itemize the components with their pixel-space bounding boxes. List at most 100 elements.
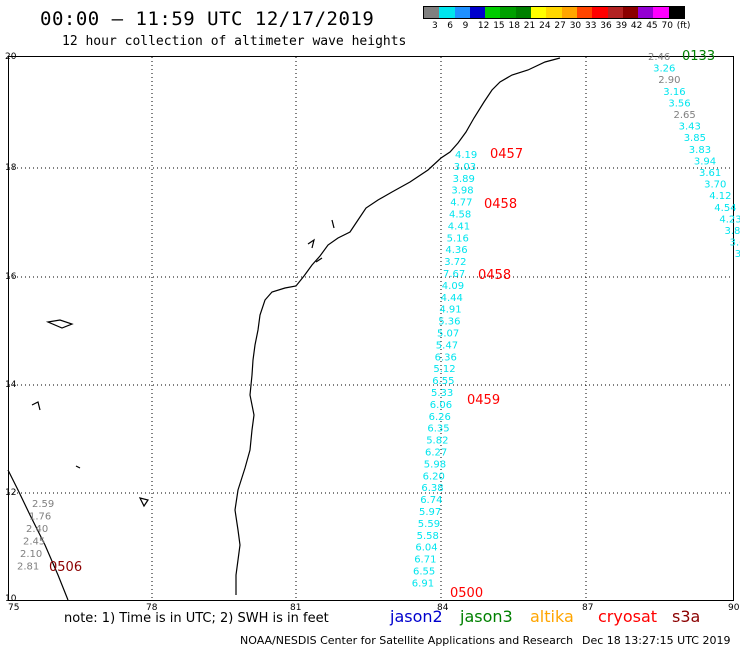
map-frame: [8, 56, 734, 601]
swh-reading: 5.36: [438, 317, 460, 328]
lon-tick-label: 78: [146, 603, 158, 613]
swh-reading: 6.91: [412, 578, 434, 589]
island-1: [45, 319, 74, 329]
legend-swatch: [653, 7, 669, 18]
lon-tick-label: 90: [728, 603, 740, 613]
legend-label: 12: [477, 21, 490, 31]
pass-time-label: 0457: [490, 147, 523, 162]
map-title: 00:00 – 11:59 UTC 12/17/2019: [40, 8, 375, 30]
legend-swatch: [561, 7, 577, 18]
lat-tick-label: 12: [5, 488, 17, 498]
grid-lines: [9, 57, 733, 600]
swh-reading: 6.71: [414, 555, 436, 566]
legend-label: 24: [539, 21, 551, 31]
swh-reading: 5.33: [431, 388, 453, 399]
swh-reading: 5.16: [447, 233, 469, 244]
legend-label: 39: [615, 21, 628, 31]
swh-reading: 4.41: [448, 221, 470, 232]
swh-reading: 4.12: [709, 191, 731, 202]
legend-label: (ft): [676, 21, 691, 31]
swh-reading: 3.98: [451, 186, 473, 197]
legend-swatch: [607, 7, 623, 18]
swh-reading: 3.94: [694, 156, 716, 167]
swh-reading: 2.90: [658, 75, 680, 86]
swh-reading: 4.19: [455, 150, 477, 161]
swh-reading: 4.58: [449, 210, 471, 221]
swh-reading: 6.35: [427, 424, 449, 435]
swh-reading: 4.44: [441, 293, 463, 304]
legend-swatch: [668, 7, 685, 18]
legend-label: 30: [569, 21, 582, 31]
legend-label: 15: [493, 21, 505, 31]
swh-reading: 4.91: [439, 305, 461, 316]
swh-reading: 6.55: [413, 567, 435, 578]
island-4: [138, 497, 149, 508]
lat-tick-label: 18: [5, 163, 17, 173]
swh-reading: 4.09: [442, 281, 464, 292]
island-6: [331, 219, 335, 229]
satellite-name: s3a: [672, 607, 701, 626]
swh-reading: 6.04: [415, 543, 437, 554]
swh-reading: 6.74: [420, 495, 442, 506]
swh-reading: 2.59: [32, 499, 54, 510]
swh-reading: 6.38: [421, 483, 443, 494]
swh-reading: 5.47: [436, 340, 458, 351]
swh-reading: 2.10: [20, 549, 42, 560]
swh-reading: 3.72: [444, 257, 466, 268]
legend-label: 27: [554, 21, 566, 31]
swh-reading: 5.58: [417, 531, 439, 542]
swh-reading: 3.85: [684, 133, 706, 144]
swh-reading: 5.98: [424, 459, 446, 470]
legend-swatch: [485, 7, 501, 18]
pass-time-label: 0133: [682, 49, 715, 64]
footer-timestamp: Dec 18 13:27:15 UTC 2019: [582, 634, 731, 647]
legend-label: 42: [630, 21, 643, 31]
satellite-name: jason3: [460, 607, 513, 626]
lat-tick-label: 16: [5, 272, 17, 282]
legend-label: 33: [585, 21, 597, 31]
lat-tick-label: 14: [5, 380, 17, 390]
swh-reading: 3.85: [725, 226, 740, 237]
coast-left: [7, 469, 69, 601]
island-5: [307, 238, 315, 249]
pass-time-label: 0500: [450, 586, 483, 601]
legend-label: 3: [432, 21, 438, 31]
wave-height-labels: 2.463.262.903.163.562.653.433.853.833.94…: [17, 49, 740, 601]
swh-reading: 3.66: [730, 238, 740, 249]
swh-reading: 1.76: [29, 512, 51, 523]
legend-swatch: [500, 7, 516, 18]
legend-label: 70: [661, 21, 673, 31]
pass-time-label: 0458: [478, 268, 511, 283]
swh-reading: 6.55: [432, 376, 454, 387]
legend-swatch: [592, 7, 608, 18]
lon-tick-label: 84: [437, 603, 449, 613]
swh-reading: 6.06: [430, 400, 452, 411]
swh-reading: 2.45: [23, 537, 45, 548]
swh-reading: 7.67: [443, 269, 465, 280]
swh-reading: 4.54: [714, 203, 736, 214]
swh-reading: 6.27: [425, 448, 447, 459]
swh-reading: 6.26: [429, 412, 451, 423]
lon-tick-label: 75: [8, 603, 20, 613]
swh-reading: 5.12: [433, 364, 455, 375]
swh-reading: 2.46: [648, 52, 670, 63]
legend-label: 18: [508, 21, 520, 31]
lon-tick-label: 81: [290, 603, 302, 613]
legend-swatch: [469, 7, 486, 18]
swh-reading: 3.43: [679, 122, 701, 133]
footer-note: note: 1) Time is in UTC; 2) SWH is in fe…: [64, 611, 329, 626]
legend-swatch: [638, 7, 654, 18]
swh-reading: 5.07: [437, 329, 459, 340]
legend-label: 9: [462, 21, 469, 31]
swh-reading: 3.61: [699, 168, 721, 179]
island-3: [75, 465, 81, 469]
legend-swatch: [531, 7, 547, 18]
satellite-name: altika: [530, 607, 574, 626]
coastline-main: [234, 57, 561, 595]
pass-time-label: 0459: [467, 393, 500, 408]
pass-time-label: 0458: [484, 197, 517, 212]
swh-reading: 4.77: [450, 198, 472, 209]
legend-swatches: [423, 6, 686, 19]
legend-swatch: [546, 7, 562, 18]
